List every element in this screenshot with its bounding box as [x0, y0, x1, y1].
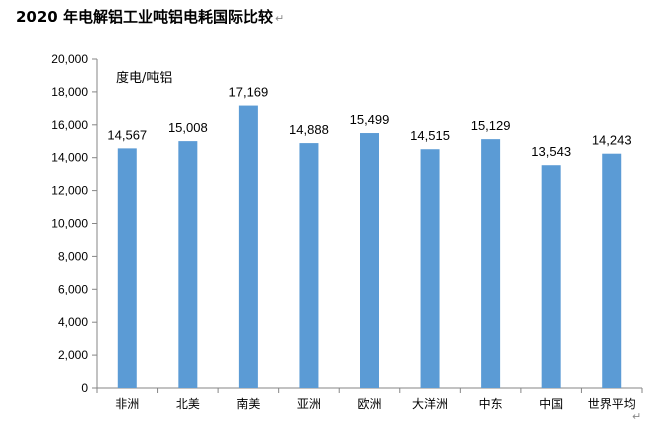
data-label: 17,169	[229, 85, 269, 100]
bar	[299, 143, 319, 388]
paragraph-mark-icon: ↵	[274, 12, 285, 25]
bars	[117, 105, 622, 388]
data-label: 15,008	[168, 120, 208, 135]
y-tick-label: 14,000	[51, 151, 88, 165]
x-category-label: 北美	[176, 397, 200, 411]
x-category-label: 中国	[539, 396, 563, 411]
x-category-label: 南美	[236, 396, 260, 411]
data-label: 14,888	[289, 122, 329, 137]
paragraph-mark-icon: ↵	[632, 410, 642, 423]
x-category-label: 欧洲	[357, 397, 381, 411]
data-label: 14,567	[107, 127, 147, 142]
x-category-label: 非洲	[115, 397, 139, 411]
x-category-label: 世界平均	[588, 397, 636, 411]
bar	[238, 105, 258, 388]
bar	[481, 139, 501, 388]
y-axis: 0 2,000 4,000 6,000 8,000 10,000 12,000 14,000 1…	[51, 52, 98, 395]
x-category-label: 大洋洲	[412, 396, 448, 411]
y-tick-label: 4,000	[58, 315, 88, 329]
chart-title-text: 2020 年电解铝工业吨铝电耗国际比较	[16, 8, 273, 26]
y-tick-label: 18,000	[51, 85, 88, 99]
bar	[360, 133, 379, 388]
bar	[602, 153, 622, 388]
y-tick-label: 16,000	[51, 118, 88, 132]
bar	[541, 165, 561, 388]
y-tick-label: 20,000	[51, 52, 88, 66]
data-label: 13,543	[531, 144, 571, 159]
x-category-label: 亚洲	[297, 397, 321, 411]
bar	[117, 148, 137, 388]
y-tick-label: 6,000	[58, 282, 88, 296]
data-labels: 14,567 15,008 17,169 14,888 15,499 14,515 15,1…	[107, 85, 631, 160]
bar	[178, 141, 198, 388]
chart-title: 2020 年电解铝工业吨铝电耗国际比较 ↵	[16, 6, 284, 27]
bar	[420, 149, 440, 388]
y-tick-label: 8,000	[58, 249, 88, 263]
data-label: 15,129	[471, 118, 511, 133]
data-label: 14,243	[592, 133, 632, 148]
y-axis-unit-label: 度电/吨铝	[116, 70, 172, 86]
data-label: 15,499	[350, 112, 390, 127]
y-tick-label: 10,000	[51, 217, 88, 231]
data-label: 14,515	[410, 128, 450, 143]
y-tick-label: 12,000	[51, 184, 88, 198]
x-axis: 非洲 北美 南美 亚洲 欧洲 大洋洲 中东 中国 世界平均	[96, 387, 643, 411]
x-category-label: 中东	[479, 396, 503, 411]
y-tick-label: 2,000	[58, 348, 88, 362]
y-tick-label: 0	[81, 381, 88, 395]
